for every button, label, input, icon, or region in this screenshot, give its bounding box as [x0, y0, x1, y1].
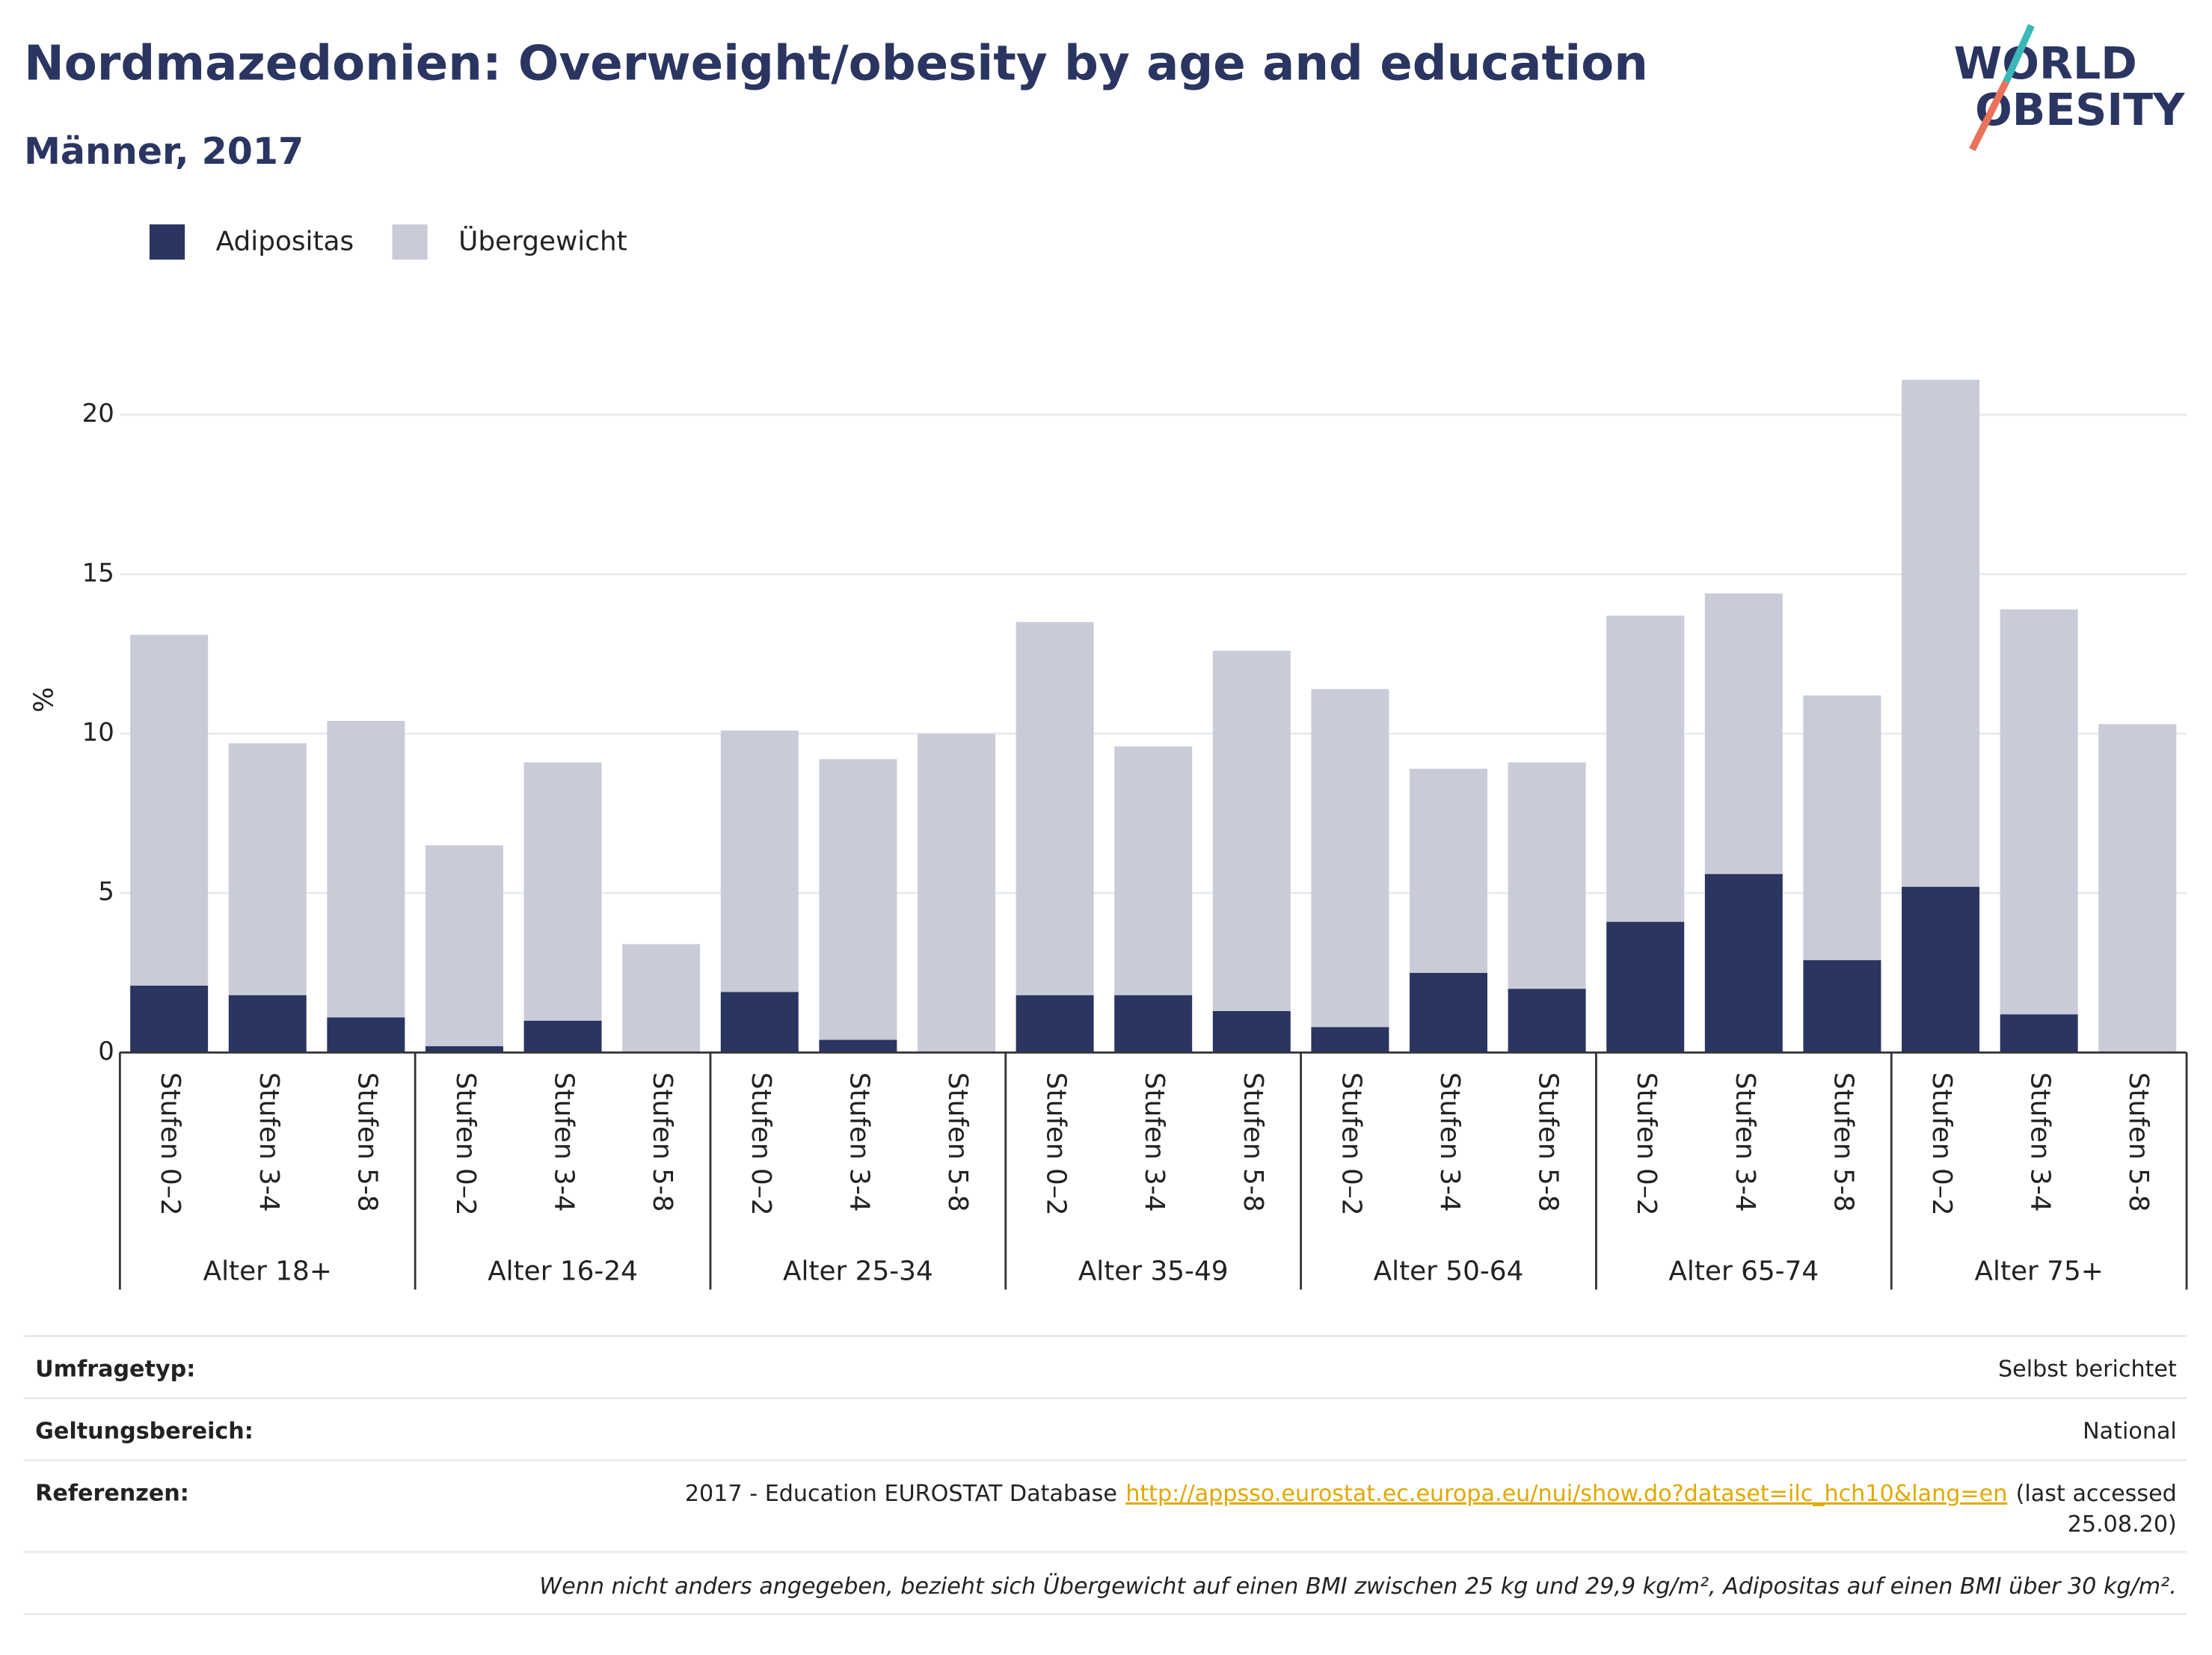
- bar-segment: [1704, 593, 1783, 874]
- footnote: Wenn nicht anders angegeben, bezieht sic…: [539, 1572, 2177, 1600]
- reference-suffix: 25.08.20): [2068, 1511, 2177, 1538]
- logo-slash: [1969, 80, 2009, 152]
- x-tick-label: Stufen 0–2: [1041, 1072, 1072, 1216]
- bar-segment: [622, 944, 701, 1053]
- bar-segment: [1016, 621, 1094, 995]
- x-tick-label: Stufen 3-4: [844, 1072, 874, 1212]
- x-tick-label: Stufen 0–2: [450, 1072, 481, 1216]
- bar-segment: [327, 1017, 405, 1053]
- x-tick-label: Stufen 0–2: [746, 1072, 776, 1216]
- bar-segment: [1311, 689, 1389, 1028]
- logo-text: WORLD: [1954, 38, 2137, 89]
- y-tick-label: 20: [82, 399, 114, 429]
- bar-segment: [327, 720, 405, 1018]
- x-tick-label: Stufen 0–2: [1631, 1072, 1662, 1216]
- x-tick-label: Stufen 3-4: [1434, 1072, 1465, 1212]
- logo-slash: [2003, 24, 2035, 84]
- x-tick-label: Stufen 3-4: [1730, 1072, 1760, 1212]
- group-label: Alter 50-64: [1374, 1256, 1524, 1287]
- info-label: Umfragetyp:: [35, 1356, 195, 1382]
- reference-suffix: (last accessed: [2016, 1480, 2177, 1506]
- group-label: Alter 35-49: [1078, 1256, 1229, 1287]
- bar-segment: [2098, 724, 2177, 1053]
- x-tick-label: Stufen 0–2: [155, 1072, 185, 1216]
- x-tick-label: Stufen 5-8: [1238, 1072, 1268, 1212]
- bar-segment: [918, 734, 995, 1053]
- y-tick-label: 5: [98, 877, 114, 907]
- bar-segment: [1606, 615, 1685, 922]
- reference-link[interactable]: http://appsso.eurostat.ec.europa.eu/nui/…: [1125, 1480, 2007, 1506]
- bar-segment: [1902, 886, 1980, 1053]
- reference-prefix: 2017 - Education EUROSTAT Database: [685, 1480, 1117, 1506]
- group-label: Alter 18+: [203, 1256, 332, 1287]
- y-tick-label: 10: [82, 718, 114, 748]
- bar-segment: [130, 634, 209, 986]
- x-tick-label: Stufen 5-8: [1533, 1072, 1564, 1212]
- x-tick-label: Stufen 5-8: [351, 1072, 382, 1212]
- bar-segment: [1410, 972, 1487, 1053]
- bar-segment: [523, 762, 602, 1021]
- info-value: National: [2083, 1418, 2177, 1444]
- chart-title: Nordmazedonien: Overweight/obesity by ag…: [24, 35, 1648, 91]
- y-tick-label: 15: [82, 558, 114, 588]
- bar-segment: [1410, 768, 1487, 973]
- info-label: Referenzen:: [35, 1480, 189, 1506]
- x-tick-label: Stufen 0–2: [1336, 1072, 1366, 1216]
- legend-swatch: [149, 224, 185, 260]
- x-tick-label: Stufen 5-8: [1828, 1072, 1858, 1212]
- bar-segment: [425, 845, 503, 1046]
- group-label: Alter 75+: [1974, 1256, 2103, 1287]
- y-axis-label: %: [28, 687, 59, 713]
- bar-segment: [1114, 995, 1193, 1053]
- bar-segment: [720, 730, 799, 992]
- group-label: Alter 25-34: [783, 1256, 933, 1287]
- bar-segment: [819, 759, 897, 1040]
- legend-label: Adipositas: [216, 227, 354, 257]
- bar-segment: [2000, 609, 2078, 1015]
- x-tick-label: Stufen 5-8: [942, 1072, 973, 1212]
- x-tick-label: Stufen 0–2: [1926, 1072, 1957, 1216]
- reference-text: 2017 - Education EUROSTAT Database http:/…: [685, 1480, 2177, 1506]
- y-tick-label: 0: [98, 1037, 114, 1066]
- group-label: Alter 16-24: [488, 1256, 638, 1287]
- x-tick-label: Stufen 3-4: [549, 1072, 580, 1212]
- legend-label: Übergewicht: [458, 226, 627, 257]
- bar-segment: [130, 985, 209, 1053]
- bar-segment: [720, 992, 799, 1053]
- bar-segment: [1311, 1027, 1389, 1053]
- info-label: Geltungsbereich:: [35, 1418, 254, 1444]
- bar-segment: [1803, 695, 1881, 960]
- bar-segment: [1902, 379, 1980, 887]
- bar-segment: [1606, 921, 1685, 1053]
- x-tick-label: Stufen 3-4: [1139, 1072, 1170, 1212]
- bar-segment: [1508, 762, 1586, 989]
- x-tick-label: Stufen 5-8: [2123, 1072, 2154, 1212]
- bar-segment: [228, 743, 307, 995]
- legend-swatch: [392, 224, 428, 260]
- bar-segment: [1212, 1010, 1291, 1053]
- logo: WORLD OBESITY: [1954, 24, 2185, 152]
- bar-segment: [1704, 873, 1783, 1053]
- bar-segment: [228, 995, 307, 1053]
- x-tick-label: Stufen 5-8: [647, 1072, 678, 1212]
- x-tick-label: Stufen 3-4: [254, 1072, 284, 1212]
- chart-subtitle: Männer, 2017: [24, 129, 304, 173]
- x-tick-label: Stufen 3-4: [2025, 1072, 2056, 1212]
- bar-segment: [1508, 989, 1586, 1053]
- bar-segment: [1212, 651, 1291, 1011]
- bar-segment: [1803, 959, 1881, 1053]
- logo-text: OBESITY: [1975, 85, 2185, 135]
- bar-segment: [1114, 746, 1193, 995]
- bar-segment: [819, 1040, 897, 1053]
- info-value: Selbst berichtet: [1998, 1356, 2177, 1382]
- bar-segment: [425, 1045, 503, 1053]
- bar-segment: [1016, 995, 1094, 1053]
- bar-segment: [2000, 1014, 2078, 1053]
- bar-segment: [523, 1020, 602, 1053]
- group-label: Alter 65-74: [1668, 1256, 1819, 1287]
